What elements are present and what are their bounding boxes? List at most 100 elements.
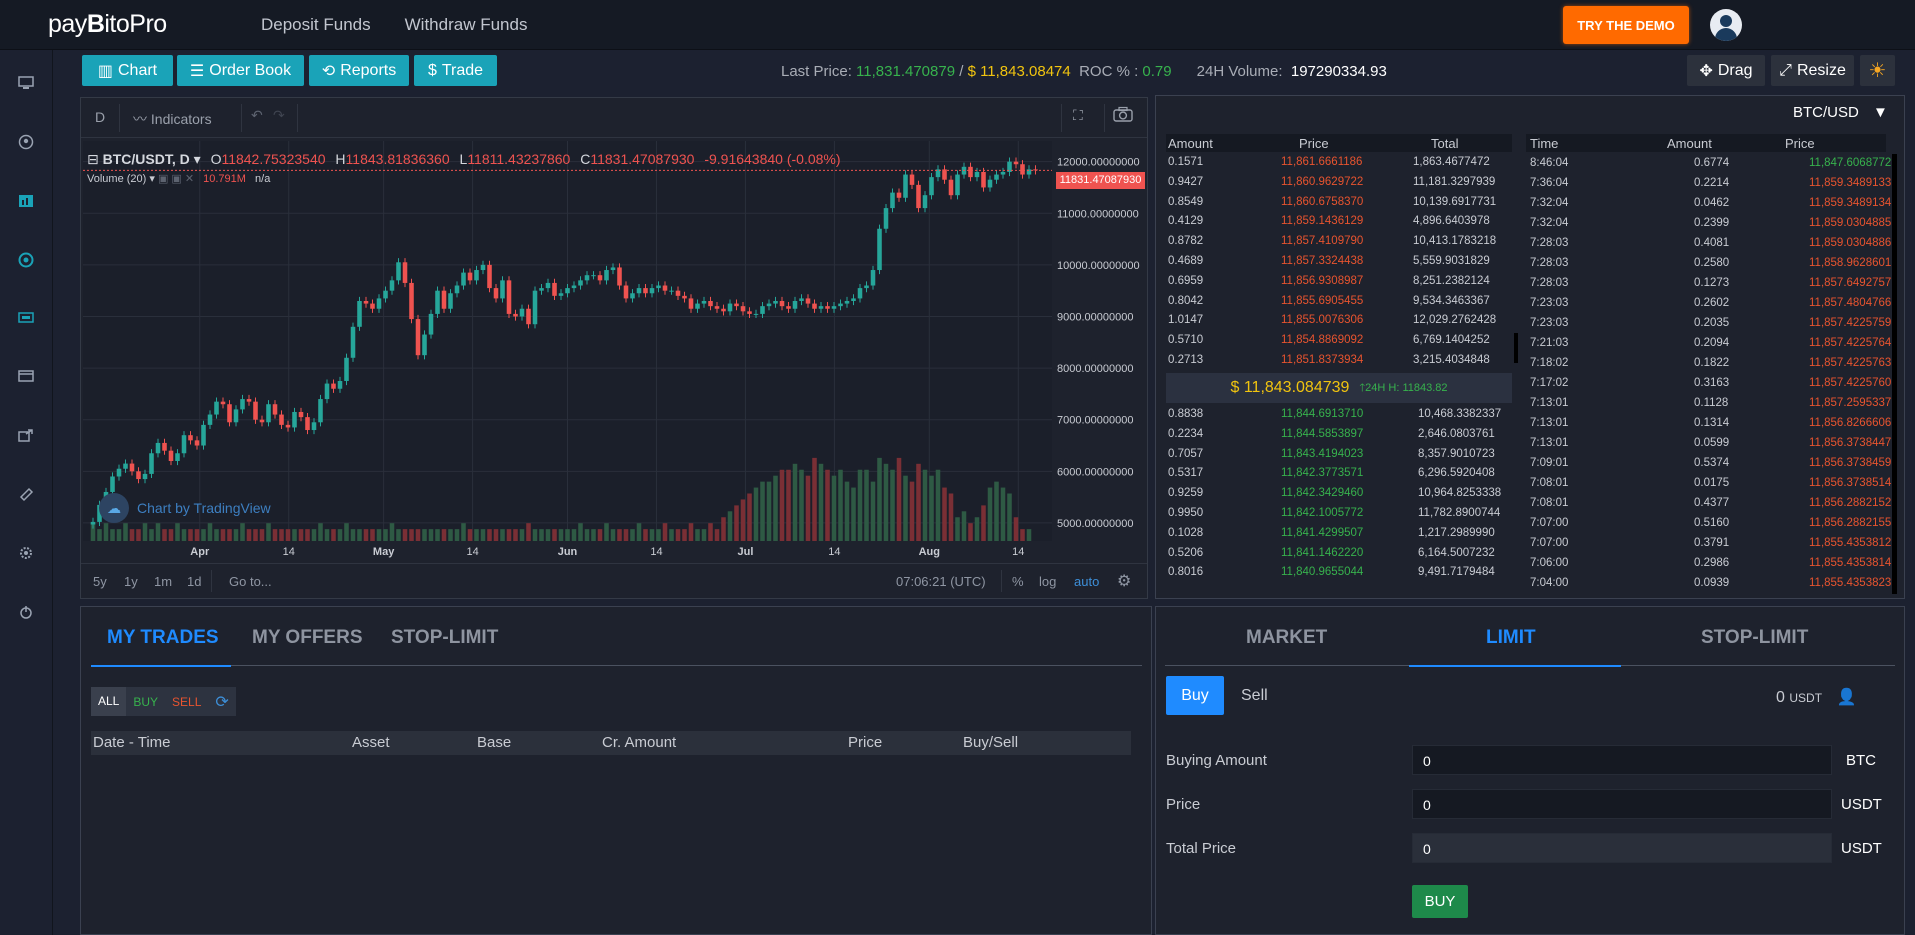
order-book-button[interactable]: ☰ Order Book <box>177 55 304 86</box>
ask-row[interactable]: 0.4689 11,857.3324438 5,559.9031829 <box>1156 253 1896 272</box>
avatar[interactable] <box>1710 9 1742 41</box>
undo-icon[interactable]: ↶ <box>251 107 263 123</box>
tab-market[interactable]: MARKET <box>1246 627 1328 648</box>
ask-row[interactable]: 0.9427 11,860.9629722 11,181.3297939 <box>1156 174 1896 193</box>
ask-row[interactable]: 0.2713 11,851.8373934 3,215.4034848 <box>1156 352 1896 371</box>
trades-scrollbar[interactable] <box>1892 154 1897 594</box>
trade-row[interactable]: 7:32:04 0.0462 11,859.3489134 <box>1156 195 1896 214</box>
theme-toggle-sun-icon[interactable]: ☀ <box>1860 55 1895 86</box>
buying-amount-input[interactable]: 0 <box>1412 745 1832 775</box>
filter-all[interactable]: ALL <box>91 687 127 716</box>
tab-stop-limit[interactable]: STOP-LIMIT <box>391 627 499 648</box>
indicators-button[interactable]: 〰 Indicators <box>133 111 212 127</box>
tab-order-stop-limit[interactable]: STOP-LIMIT <box>1701 627 1809 648</box>
trade-row[interactable]: 7:07:00 0.5160 11,856.2882155 <box>1156 515 1896 534</box>
chart-settings-gear-icon[interactable]: ⚙ <box>1117 573 1132 590</box>
ask-row[interactable]: 0.1571 11,861.6661186 1,863.4677472 <box>1156 154 1896 173</box>
range-1d[interactable]: 1d <box>187 574 202 589</box>
bid-row[interactable]: 0.5206 11,841.1462220 6,164.5007232 <box>1156 545 1896 564</box>
gear-icon[interactable] <box>17 544 35 562</box>
logo[interactable]: payBitoPro <box>48 10 167 38</box>
resize-button[interactable]: ⤢ Resize <box>1771 55 1854 86</box>
range-1m[interactable]: 1m <box>154 574 173 589</box>
range-1y[interactable]: 1y <box>124 574 138 589</box>
trade-row[interactable]: 7:21:03 0.2094 11,857.4225764 <box>1156 335 1896 354</box>
user-circle-icon[interactable] <box>17 133 35 151</box>
ask-row[interactable]: 0.6959 11,856.9308987 8,251.2382124 <box>1156 273 1896 292</box>
ask-row[interactable]: 0.8549 11,860.6758370 10,139.6917731 <box>1156 194 1896 213</box>
tradingview-watermark[interactable]: ☁ Chart by TradingView <box>99 493 271 523</box>
trade-row[interactable]: 7:32:04 0.2399 11,859.0304885 <box>1156 215 1896 234</box>
wallet-icon[interactable] <box>17 367 35 385</box>
power-icon[interactable] <box>17 603 35 621</box>
trade-row[interactable]: 7:09:01 0.5374 11,856.3738459 <box>1156 455 1896 474</box>
trade-row[interactable]: 7:28:03 0.1273 11,857.6492757 <box>1156 275 1896 294</box>
reports-button[interactable]: ⟲ Reports <box>309 55 409 86</box>
trade-row[interactable]: 7:13:01 0.1128 11,857.2595337 <box>1156 395 1896 414</box>
drag-button[interactable]: ✥ Drag <box>1687 55 1765 86</box>
trade-row[interactable]: 7:28:03 0.4081 11,859.0304886 <box>1156 235 1896 254</box>
collapse-icon[interactable]: ⊟ <box>87 151 99 167</box>
filter-buy[interactable]: BUY <box>133 694 159 709</box>
buy-toggle[interactable]: Buy <box>1166 676 1224 715</box>
trade-row[interactable]: 7:08:01 0.4377 11,856.2882152 <box>1156 495 1896 514</box>
bid-row[interactable]: 0.2234 11,844.5853897 2,646.0803761 <box>1156 426 1896 445</box>
tab-my-offers[interactable]: MY OFFERS <box>252 627 363 648</box>
trade-row[interactable]: 7:06:00 0.2986 11,855.4353814 <box>1156 555 1896 574</box>
range-5y[interactable]: 5y <box>93 574 107 589</box>
trade-row[interactable]: 7:08:01 0.0175 11,856.3738514 <box>1156 475 1896 494</box>
trade-row[interactable]: 7:13:01 0.1314 11,856.8266606 <box>1156 415 1896 434</box>
goto-button[interactable]: Go to... <box>229 574 272 589</box>
interval-selector[interactable]: D <box>95 109 106 125</box>
tab-limit[interactable]: LIMIT <box>1486 627 1536 648</box>
log-toggle[interactable]: log <box>1039 574 1057 589</box>
filter-sell[interactable]: SELL <box>172 694 202 709</box>
trade-row[interactable]: 7:13:01 0.0599 11,856.3738447 <box>1156 435 1896 454</box>
trade-row[interactable]: 7:18:02 0.1822 11,857.4225763 <box>1156 355 1896 374</box>
redo-icon[interactable]: ↷ <box>273 107 285 123</box>
trade-row[interactable]: 7:04:00 0.0939 11,855.4353823 <box>1156 575 1896 594</box>
ask-row[interactable]: 0.4129 11,859.1436129 4,896.6403978 <box>1156 213 1896 232</box>
trade-row[interactable]: 7:23:03 0.2035 11,857.4225759 <box>1156 315 1896 334</box>
trade-row[interactable]: 7:17:02 0.3163 11,857.4225760 <box>1156 375 1896 394</box>
trade-row[interactable]: 7:23:03 0.2602 11,857.4804766 <box>1156 295 1896 314</box>
bid-row[interactable]: 0.8016 11,840.9655044 9,491.7179484 <box>1156 564 1896 583</box>
ask-row[interactable]: 1.0147 11,855.0076306 12,029.2762428 <box>1156 312 1896 331</box>
user-coin-icon[interactable]: 👤 <box>1836 689 1857 706</box>
bid-row[interactable]: 0.8838 11,844.6913710 10,468.3382337 <box>1156 406 1896 425</box>
camera-icon[interactable] <box>1113 106 1133 125</box>
trade-button[interactable]: $ Trade <box>414 55 497 86</box>
share-icon[interactable] <box>17 426 35 444</box>
price-input[interactable]: 0 <box>1412 789 1832 819</box>
desktop-icon[interactable] <box>17 74 35 92</box>
withdraw-funds-link[interactable]: Withdraw Funds <box>404 15 528 34</box>
price-chart[interactable] <box>83 141 1052 541</box>
chart-button[interactable]: ▥ Chart <box>82 55 173 86</box>
refresh-icon[interactable]: ⟳ <box>215 693 229 711</box>
auto-toggle[interactable]: auto <box>1074 574 1100 589</box>
ticket-icon[interactable] <box>17 485 35 503</box>
bid-row[interactable]: 0.9950 11,842.1005772 11,782.8900744 <box>1156 505 1896 524</box>
bid-row[interactable]: 0.5317 11,842.3773571 6,296.5920408 <box>1156 465 1896 484</box>
deposit-funds-link[interactable]: Deposit Funds <box>261 15 371 34</box>
bid-row[interactable]: 0.1028 11,841.4299507 1,217.2989990 <box>1156 525 1896 544</box>
scrollbar-thumb[interactable] <box>1514 333 1518 363</box>
try-demo-button[interactable]: TRY THE DEMO <box>1563 6 1689 44</box>
bid-row[interactable]: 0.9259 11,842.3429460 10,964.8253338 <box>1156 485 1896 504</box>
buy-submit-button[interactable]: BUY <box>1412 885 1468 918</box>
chart-symbol[interactable]: BTC/USDT, D <box>102 151 190 167</box>
ask-row[interactable]: 0.5710 11,854.8869092 6,769.1404252 <box>1156 332 1896 351</box>
bid-row[interactable]: 0.7057 11,843.4194023 8,357.9010723 <box>1156 446 1896 465</box>
ask-row[interactable]: 0.8042 11,855.6905455 9,534.3463367 <box>1156 293 1896 312</box>
exchange-icon[interactable] <box>17 309 35 327</box>
trade-row[interactable]: 7:28:03 0.2580 11,858.9628601 <box>1156 255 1896 274</box>
trade-row[interactable]: 7:07:00 0.3791 11,855.4353812 <box>1156 535 1896 554</box>
chart-icon[interactable] <box>17 192 35 210</box>
tab-my-trades[interactable]: MY TRADES <box>107 627 219 648</box>
total-price-input[interactable]: 0 <box>1412 833 1832 863</box>
fullscreen-icon[interactable]: ⛶ <box>1073 107 1083 123</box>
ask-row[interactable]: 0.8782 11,857.4109790 10,413.1783218 <box>1156 233 1896 252</box>
pair-selector[interactable]: BTC/USD ▼ <box>1793 104 1888 121</box>
target-icon[interactable] <box>17 251 35 269</box>
trade-row[interactable]: 7:36:04 0.2214 11,859.3489133 <box>1156 175 1896 194</box>
